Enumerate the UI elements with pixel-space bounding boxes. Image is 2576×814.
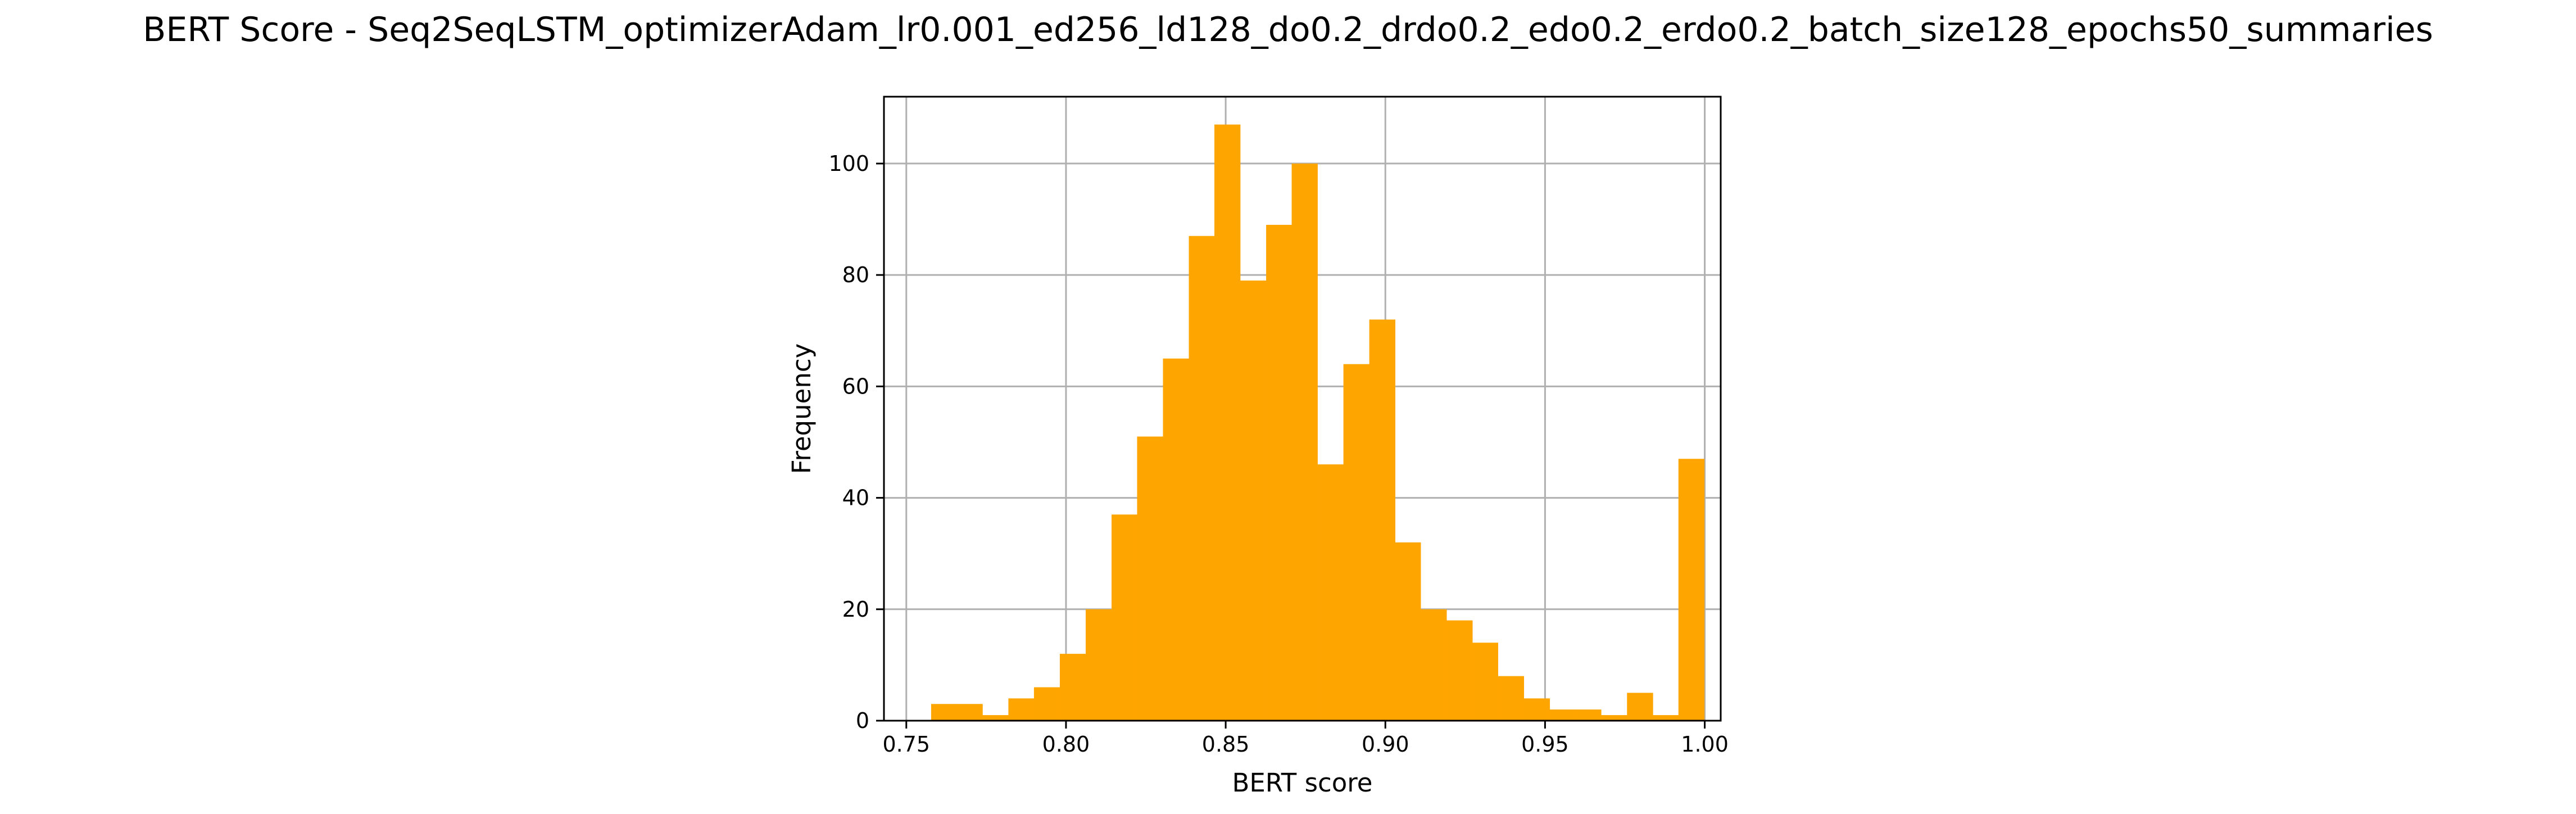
x-axis-ticks: 0.75 0.80 0.85 0.90 0.95 1.00 xyxy=(882,721,1729,757)
histogram-bar-6 xyxy=(1085,609,1112,721)
histogram-bar-20 xyxy=(1446,620,1473,721)
y-tick-label: 80 xyxy=(842,263,869,287)
histogram-bar-9 xyxy=(1163,358,1189,721)
histogram-bars xyxy=(931,124,1705,721)
histogram-bar-21 xyxy=(1472,643,1499,721)
x-tick-label: 0.75 xyxy=(882,732,930,757)
chart-title: BERT Score - Seq2SeqLSTM_optimizerAdam_l… xyxy=(143,10,2433,49)
histogram-bar-16 xyxy=(1343,364,1369,721)
histogram-bar-5 xyxy=(1059,654,1086,721)
histogram-bar-23 xyxy=(1523,698,1550,721)
plot-frame xyxy=(883,96,1722,722)
y-tick-label: 40 xyxy=(842,486,869,510)
histogram-bar-26 xyxy=(1601,715,1627,721)
x-tick-label: 1.00 xyxy=(1681,732,1729,757)
histogram-bar-1 xyxy=(956,704,983,721)
histogram-bar-18 xyxy=(1395,542,1421,721)
histogram-bar-17 xyxy=(1369,319,1396,721)
histogram-bar-27 xyxy=(1627,693,1653,721)
histogram-bar-3 xyxy=(1008,698,1035,721)
histogram-bar-25 xyxy=(1575,709,1602,721)
histogram-bar-2 xyxy=(982,715,1009,721)
histogram-bar-15 xyxy=(1317,464,1344,721)
histogram-bar-10 xyxy=(1189,236,1215,721)
histogram-bar-28 xyxy=(1652,715,1679,721)
y-tick-label: 20 xyxy=(842,597,869,622)
y-tick-label: 0 xyxy=(856,708,869,733)
histogram-bar-8 xyxy=(1137,436,1163,721)
y-axis-label: Frequency xyxy=(787,343,817,474)
x-tick-label: 0.95 xyxy=(1521,732,1569,757)
histogram-bar-22 xyxy=(1498,676,1525,721)
histogram-bar-0 xyxy=(931,704,958,721)
histogram-bar-13 xyxy=(1266,224,1292,721)
x-tick-label: 0.85 xyxy=(1202,732,1250,757)
histogram-bar-29 xyxy=(1678,459,1705,721)
histogram-bar-24 xyxy=(1549,709,1576,721)
x-axis-label: BERT score xyxy=(1232,768,1372,798)
x-tick-label: 0.80 xyxy=(1042,732,1090,757)
histogram-bar-4 xyxy=(1033,687,1060,721)
histogram-bar-19 xyxy=(1421,609,1447,721)
histogram-bar-14 xyxy=(1291,163,1318,721)
histogram-bar-12 xyxy=(1240,281,1267,721)
y-tick-label: 100 xyxy=(828,151,869,176)
histogram-bar-11 xyxy=(1214,124,1241,721)
histogram-bar-7 xyxy=(1112,514,1138,721)
y-tick-label: 60 xyxy=(842,374,869,399)
x-tick-label: 0.90 xyxy=(1362,732,1409,757)
y-axis-ticks: 0 20 40 60 80 100 xyxy=(828,151,884,733)
